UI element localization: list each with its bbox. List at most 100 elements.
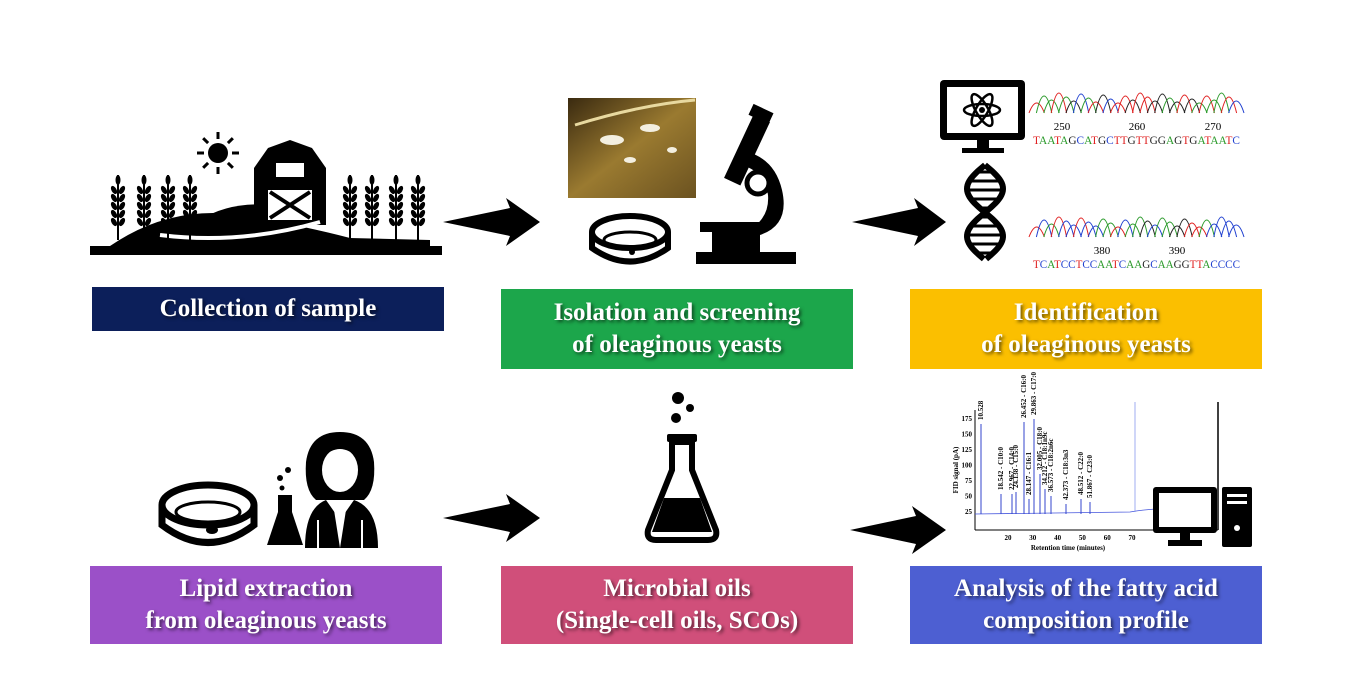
y-tick-label: 100 (962, 462, 973, 470)
trace-peak (1176, 94, 1193, 114)
wheat-grain (144, 209, 152, 219)
trace-peak (1124, 223, 1141, 238)
wheat-grain (396, 193, 404, 203)
peak-label: 22.967 - C14:0 (1008, 447, 1016, 490)
wheat-grain (418, 217, 426, 227)
trace-peak (1095, 94, 1112, 114)
sun-ray (202, 161, 210, 169)
trace-peak (1058, 96, 1075, 114)
trace-peak (1072, 217, 1090, 238)
trace-peak (1213, 92, 1230, 114)
wheat-grain (136, 209, 144, 219)
wheat-grain (136, 217, 144, 227)
wheat-grain (410, 185, 418, 195)
trace-peak (1065, 100, 1082, 114)
wheat-grain (187, 175, 193, 185)
wheat-grain (350, 201, 358, 211)
step-box: Isolation and screening of oleaginous yea… (501, 289, 853, 369)
wheat-grain (110, 201, 118, 211)
step-label: composition profile (983, 607, 1189, 634)
trace-peak (1058, 220, 1075, 238)
wheat-grain (350, 209, 358, 219)
monitor-icon (940, 80, 1025, 153)
trace-peak (1065, 224, 1082, 238)
wheat-grain (182, 201, 190, 211)
wheat-grain (350, 185, 358, 195)
wheat-grain (182, 185, 190, 195)
peak-label: 29.863 - C17:0 (1030, 372, 1038, 415)
x-tick-label: 50 (1079, 534, 1087, 542)
peak-label: 26.452 - C16:0 (1020, 375, 1028, 418)
step-label: Analysis of the fatty acid (954, 575, 1218, 602)
y-tick-label: 150 (962, 431, 973, 439)
wheat-grain (182, 193, 190, 203)
base-sequence: TCATCCTCCAATCAAGCAAGGTTACCCC (1033, 257, 1240, 271)
wheat-grain (388, 193, 396, 203)
y-tick-label: 75 (965, 477, 973, 485)
wheat-grain (160, 201, 168, 211)
trace-peak (1154, 217, 1171, 238)
y-tick-label: 125 (962, 446, 973, 454)
y-tick-label: 50 (965, 493, 973, 501)
wheat-grain (190, 193, 198, 203)
wheat-grain (144, 185, 152, 195)
trace-peak (1161, 97, 1178, 114)
step-label: (Single-cell oils, SCOs) (555, 607, 799, 634)
wheat-grain (396, 185, 404, 195)
x-tick-label: 60 (1104, 534, 1112, 542)
x-tick-label: 40 (1054, 534, 1062, 542)
step-box: Identification of oleaginous yeasts (910, 289, 1262, 369)
trace-peak (1154, 93, 1171, 114)
step-label: of oleaginous yeasts (572, 331, 782, 358)
sun-ray (202, 137, 210, 145)
trace-peak (1087, 225, 1105, 238)
wheat-grain (190, 185, 198, 195)
wheat-grain (168, 193, 176, 203)
wheat-grain (415, 175, 421, 185)
wheat-grain (410, 193, 418, 203)
step-box: Lipid extraction from oleaginous yeasts (90, 566, 442, 644)
wheat-grain (364, 217, 372, 227)
farm-icon (90, 132, 442, 255)
wheat-grain (350, 193, 358, 203)
wheat-grain (372, 209, 380, 219)
wheat-grain (182, 217, 190, 227)
trace-position: 260 (1129, 121, 1146, 133)
wheat-grain (160, 185, 168, 195)
step-label: Collection of sample (159, 295, 377, 322)
y-tick-label: 25 (965, 508, 973, 516)
wheat-grain (110, 185, 118, 195)
peak-label: 48.512 - C22:0 (1077, 452, 1085, 495)
trace-peak (1028, 226, 1045, 238)
peak-label: 18.542 - C10:0 (997, 447, 1005, 490)
trace-peak (1072, 93, 1090, 114)
trace-peak (1080, 221, 1097, 238)
wheat-grain (118, 209, 126, 219)
sun-ray (226, 137, 234, 145)
wheat-grain (364, 193, 372, 203)
wheat-grain (342, 209, 350, 219)
wheat-grain (393, 175, 399, 185)
colony-photo (568, 98, 696, 198)
trace-peak (1191, 226, 1208, 238)
trace-peak (1050, 92, 1068, 114)
peak-label: 42.373 - C18:3n3 (1062, 449, 1070, 500)
wheat-grain (136, 185, 144, 195)
trace-peak (1198, 95, 1215, 114)
wheat-grain (110, 193, 118, 203)
wheat-grain (418, 193, 426, 203)
trace-peak (1146, 100, 1164, 114)
trace-peak (1168, 101, 1186, 114)
wheat-grain (168, 209, 176, 219)
wheat-grain (190, 217, 198, 227)
y-axis-label: FID signal (pA) (952, 446, 960, 493)
scientist-icon (267, 432, 378, 548)
wheat-grain (396, 217, 404, 227)
wheat-grain (410, 201, 418, 211)
wheat-grain (418, 185, 426, 195)
step-label: of oleaginous yeasts (981, 331, 1191, 358)
wheat-grain (144, 193, 152, 203)
